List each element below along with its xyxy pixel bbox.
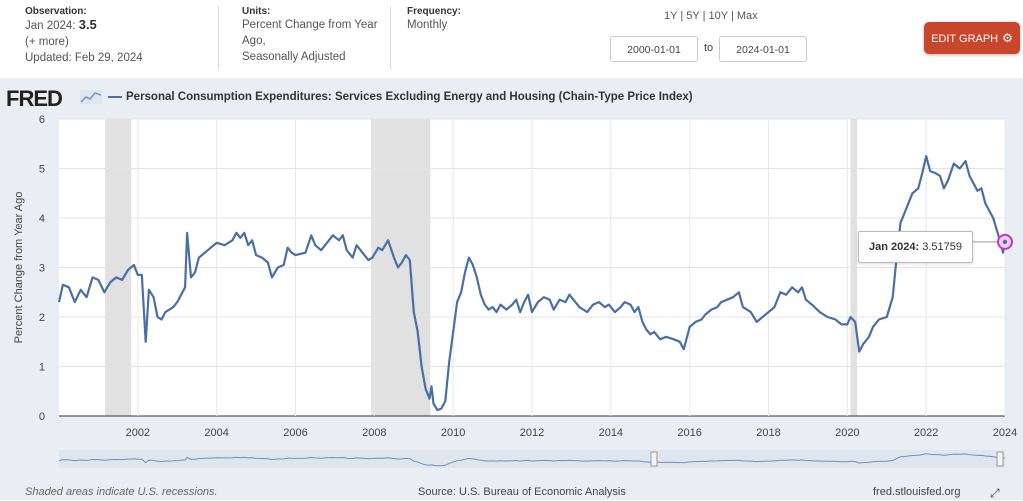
fred-logo: FRED [6,86,63,111]
range-max[interactable]: Max [736,10,758,22]
navigator-sparkline [58,451,1006,467]
frequency-label: Frequency: [407,6,461,17]
divider [390,6,391,70]
start-date-input[interactable]: 2000-01-01 [610,36,698,62]
recession-note: Shaded areas indicate U.S. recessions. [25,486,218,498]
gear-icon: ⚙ [1002,31,1013,45]
end-date-input[interactable]: 2024-01-01 [719,36,807,62]
data-point [1002,239,1008,245]
updated-date: Updated: Feb 29, 2024 [25,52,143,64]
navigator-handle-left [650,451,658,467]
x-tick-label: 2002 [126,427,150,439]
observation-value: 3.5 [78,17,97,32]
range-1y[interactable]: 1Y [664,10,678,22]
site-link[interactable]: fred.stlouisfed.org [873,486,961,498]
frequency-block: Frequency: Monthly [407,6,461,33]
units-label: Units: [242,6,271,17]
observation-date: Jan 2024: [25,20,76,32]
tooltip-value: 3.51759 [922,241,962,253]
to-label: to [704,42,714,54]
logo-chart-icon [80,90,102,104]
observation-block: Observation: Jan 2024: 3.5 (+ more) Upda… [25,6,143,66]
units-line-1: Percent Change from Year [242,19,378,31]
x-tick-label: 2020 [835,427,859,439]
x-tick-label: 2004 [204,427,228,439]
x-tick-label: 2016 [677,427,701,439]
data-tooltip: Jan 2024: 3.51759 [858,231,973,263]
divider [218,6,219,70]
chart-title: Personal Consumption Expenditures: Servi… [126,91,693,103]
x-tick-label: 2014 [599,427,623,439]
tooltip-date: Jan 2024: [869,241,920,253]
y-tick-label: 4 [39,213,45,225]
units-line-2: Ago, [242,35,266,47]
y-tick-label: 5 [39,164,45,176]
x-tick-label: 2024 [993,427,1017,439]
series-line [57,155,1007,412]
y-tick-label: 1 [39,362,45,374]
edit-graph-button[interactable]: EDIT GRAPH ⚙ [924,22,1020,54]
range-5y[interactable]: 5Y [686,10,700,22]
y-tick-label: 0 [39,411,45,423]
y-axis-label: Percent Change from Year Ago [13,192,25,344]
legend-line-swatch [108,95,122,98]
x-tick-label: 2006 [283,427,307,439]
units-block: Units: Percent Change from Year Ago, Sea… [242,6,378,65]
y-tick-label: 6 [39,114,45,126]
source-credit: Source: U.S. Bureau of Economic Analysis [418,486,626,498]
chart-legend: Personal Consumption Expenditures: Servi… [108,91,693,103]
observation-label: Observation: [25,6,87,17]
x-tick-label: 2008 [362,427,386,439]
range-selector: 1Y | 5Y | 10Y | Max [664,10,758,22]
y-tick-label: 3 [39,263,45,275]
x-tick-label: 2012 [520,427,544,439]
x-tick-label: 2018 [756,427,780,439]
expand-icon[interactable]: ⤢ [990,486,1000,500]
units-line-3: Seasonally Adjusted [242,51,346,63]
navigator-handle-right [996,451,1004,467]
y-tick-label: 2 [39,312,45,324]
header-bar: Observation: Jan 2024: 3.5 (+ more) Upda… [0,0,1023,78]
x-tick-label: 2010 [441,427,465,439]
navigator-line [58,453,1006,467]
range-10y[interactable]: 10Y [708,10,728,22]
frequency-value: Monthly [407,19,448,31]
edit-graph-label: EDIT GRAPH [931,33,999,45]
more-link[interactable]: (+ more) [25,36,69,48]
x-tick-label: 2022 [914,427,938,439]
range-navigator[interactable] [58,450,1006,468]
